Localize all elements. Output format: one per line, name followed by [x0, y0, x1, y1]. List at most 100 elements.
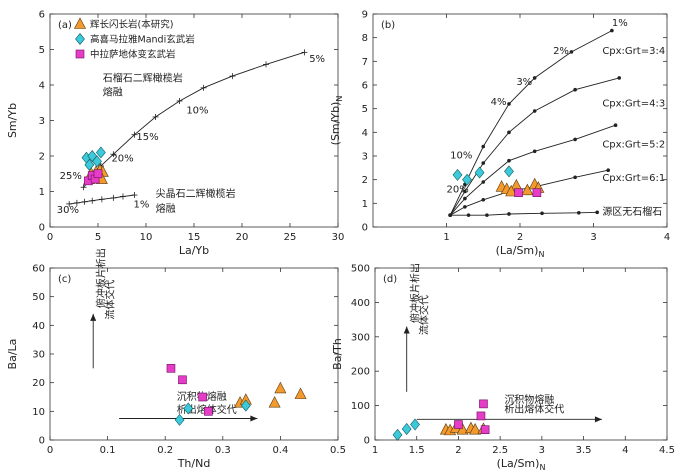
- x-tick-label: 0.5: [330, 445, 346, 456]
- annotation-label: 25%: [60, 171, 82, 182]
- annotation-label: 俯冲板片析出: [408, 263, 421, 323]
- curve-node: [532, 76, 537, 80]
- x-tick-label: 15: [188, 232, 201, 243]
- x-axis-label: (La/Sm)N: [496, 244, 545, 259]
- annotation-label: 石榴石二辉橄榄岩: [103, 71, 183, 84]
- annotation-label: 析出熔体交代: [504, 402, 564, 415]
- curve-node: [507, 158, 511, 163]
- y-tick-label: 400: [351, 298, 370, 309]
- x-tick-label: 0: [47, 445, 53, 456]
- x-axis-label-subscript: N: [538, 250, 544, 259]
- data-point: [521, 183, 534, 196]
- curve-node: [485, 213, 489, 217]
- annotation-label: 10%: [450, 150, 472, 161]
- y-tick-label: 8: [362, 33, 368, 44]
- data-point: [95, 146, 106, 159]
- data-point: [93, 169, 103, 179]
- annotation-label: 沉积物熔融: [504, 393, 554, 406]
- data-point: [166, 364, 176, 373]
- data-point: [454, 420, 463, 429]
- y-tick-label: 0: [39, 436, 45, 447]
- annotation-label: 4%: [491, 97, 507, 108]
- annotation-label: 20%: [447, 185, 469, 196]
- data-point: [183, 402, 194, 415]
- curve-node: [610, 28, 614, 33]
- curve-node: [569, 50, 574, 54]
- annotation-label: 10%: [186, 105, 208, 116]
- panel-a: 0 5 10 15 20 25 30 0 1 2 3 4 5 6 La/Yb Sm/Yb (a) 5% 10% 15%…: [6, 10, 344, 258]
- curve-node: [448, 213, 452, 217]
- annotation-label: 15%: [136, 132, 158, 143]
- y-tick-label: 0: [39, 223, 45, 234]
- data-point: [392, 428, 403, 441]
- x-tick-label: 2.5: [492, 445, 508, 456]
- y-tick-label: 6: [39, 10, 45, 21]
- curve-node: [481, 180, 486, 184]
- trend-arrow-head: [90, 313, 97, 321]
- y-tick-label: 0: [362, 223, 368, 234]
- legend-marker: [75, 33, 85, 45]
- data-point: [452, 168, 463, 181]
- x-tick-label: 0.2: [157, 445, 173, 456]
- y-axis-label-subscript: N: [335, 96, 344, 102]
- annotation-label: 1%: [134, 199, 150, 210]
- data-point: [174, 413, 185, 426]
- data-point: [532, 188, 542, 197]
- x-axis-label: Th/Nd: [177, 457, 211, 470]
- x-axis-label: (La/Sm)N: [497, 457, 546, 472]
- annotation-label: 5%: [309, 54, 325, 65]
- curve-node: [507, 102, 511, 106]
- curve-node: [617, 76, 622, 80]
- x-tick-label: 2: [455, 445, 461, 456]
- panel-c: 0 0.1 0.2 0.3 0.4 0.5 0 10 20 30 40 50 60 Th/Nd Ba/La (…: [6, 248, 346, 470]
- x-tick-label: 1: [372, 445, 378, 456]
- curve-node: [577, 211, 581, 215]
- curve-node: [540, 211, 544, 216]
- x-tick-label: 0: [47, 232, 53, 243]
- y-tick-label: 2: [362, 175, 368, 186]
- data-point: [268, 396, 281, 408]
- panel-label: (b): [381, 20, 395, 31]
- legend-entry: 中拉萨地体变玄武岩: [90, 49, 176, 61]
- curve-node: [463, 196, 467, 201]
- curve-node: [532, 149, 537, 154]
- y-tick-label: 300: [351, 332, 370, 343]
- y-tick-label: 60: [32, 264, 45, 275]
- data-point: [469, 423, 482, 435]
- y-axis-label: Sm/Yb: [6, 103, 19, 138]
- curve-node: [595, 210, 599, 215]
- y-tick-label: 20: [32, 378, 45, 389]
- data-point: [474, 166, 485, 179]
- panel-label: (a): [58, 20, 72, 31]
- data-point: [198, 392, 207, 402]
- legend-marker: [75, 49, 85, 59]
- y-tick-label: 2: [39, 152, 45, 163]
- x-tick-label: 3.5: [576, 445, 592, 456]
- data-point: [456, 423, 469, 435]
- curve-node: [573, 175, 577, 180]
- y-tick-label: 6: [362, 81, 368, 92]
- x-tick-label: 0.1: [100, 445, 116, 456]
- y-tick-label: 5: [39, 45, 45, 56]
- data-point: [410, 418, 420, 431]
- plot-frame: [374, 267, 668, 441]
- x-tick-label: 20: [236, 232, 249, 243]
- annotation-label: 俯冲板片析出: [95, 248, 108, 308]
- annotation-label: Cpx:Grt=5:2: [602, 140, 665, 151]
- annotation-label: 熔融: [103, 86, 123, 99]
- data-point: [505, 184, 518, 197]
- data-point: [401, 423, 412, 435]
- x-tick-label: 25: [284, 232, 297, 243]
- model-curve: [449, 124, 616, 216]
- y-tick-label: 4: [39, 81, 45, 92]
- annotation-label: Cpx:Grt=4:3: [602, 98, 665, 109]
- data-point: [178, 375, 187, 385]
- data-point: [204, 407, 213, 416]
- annotation-label: 2%: [553, 46, 569, 57]
- x-tick-label: 4.5: [659, 445, 675, 456]
- y-tick-label: 3: [362, 152, 368, 163]
- x-tick-label: 2: [517, 232, 523, 243]
- panel-label: (d): [383, 274, 397, 285]
